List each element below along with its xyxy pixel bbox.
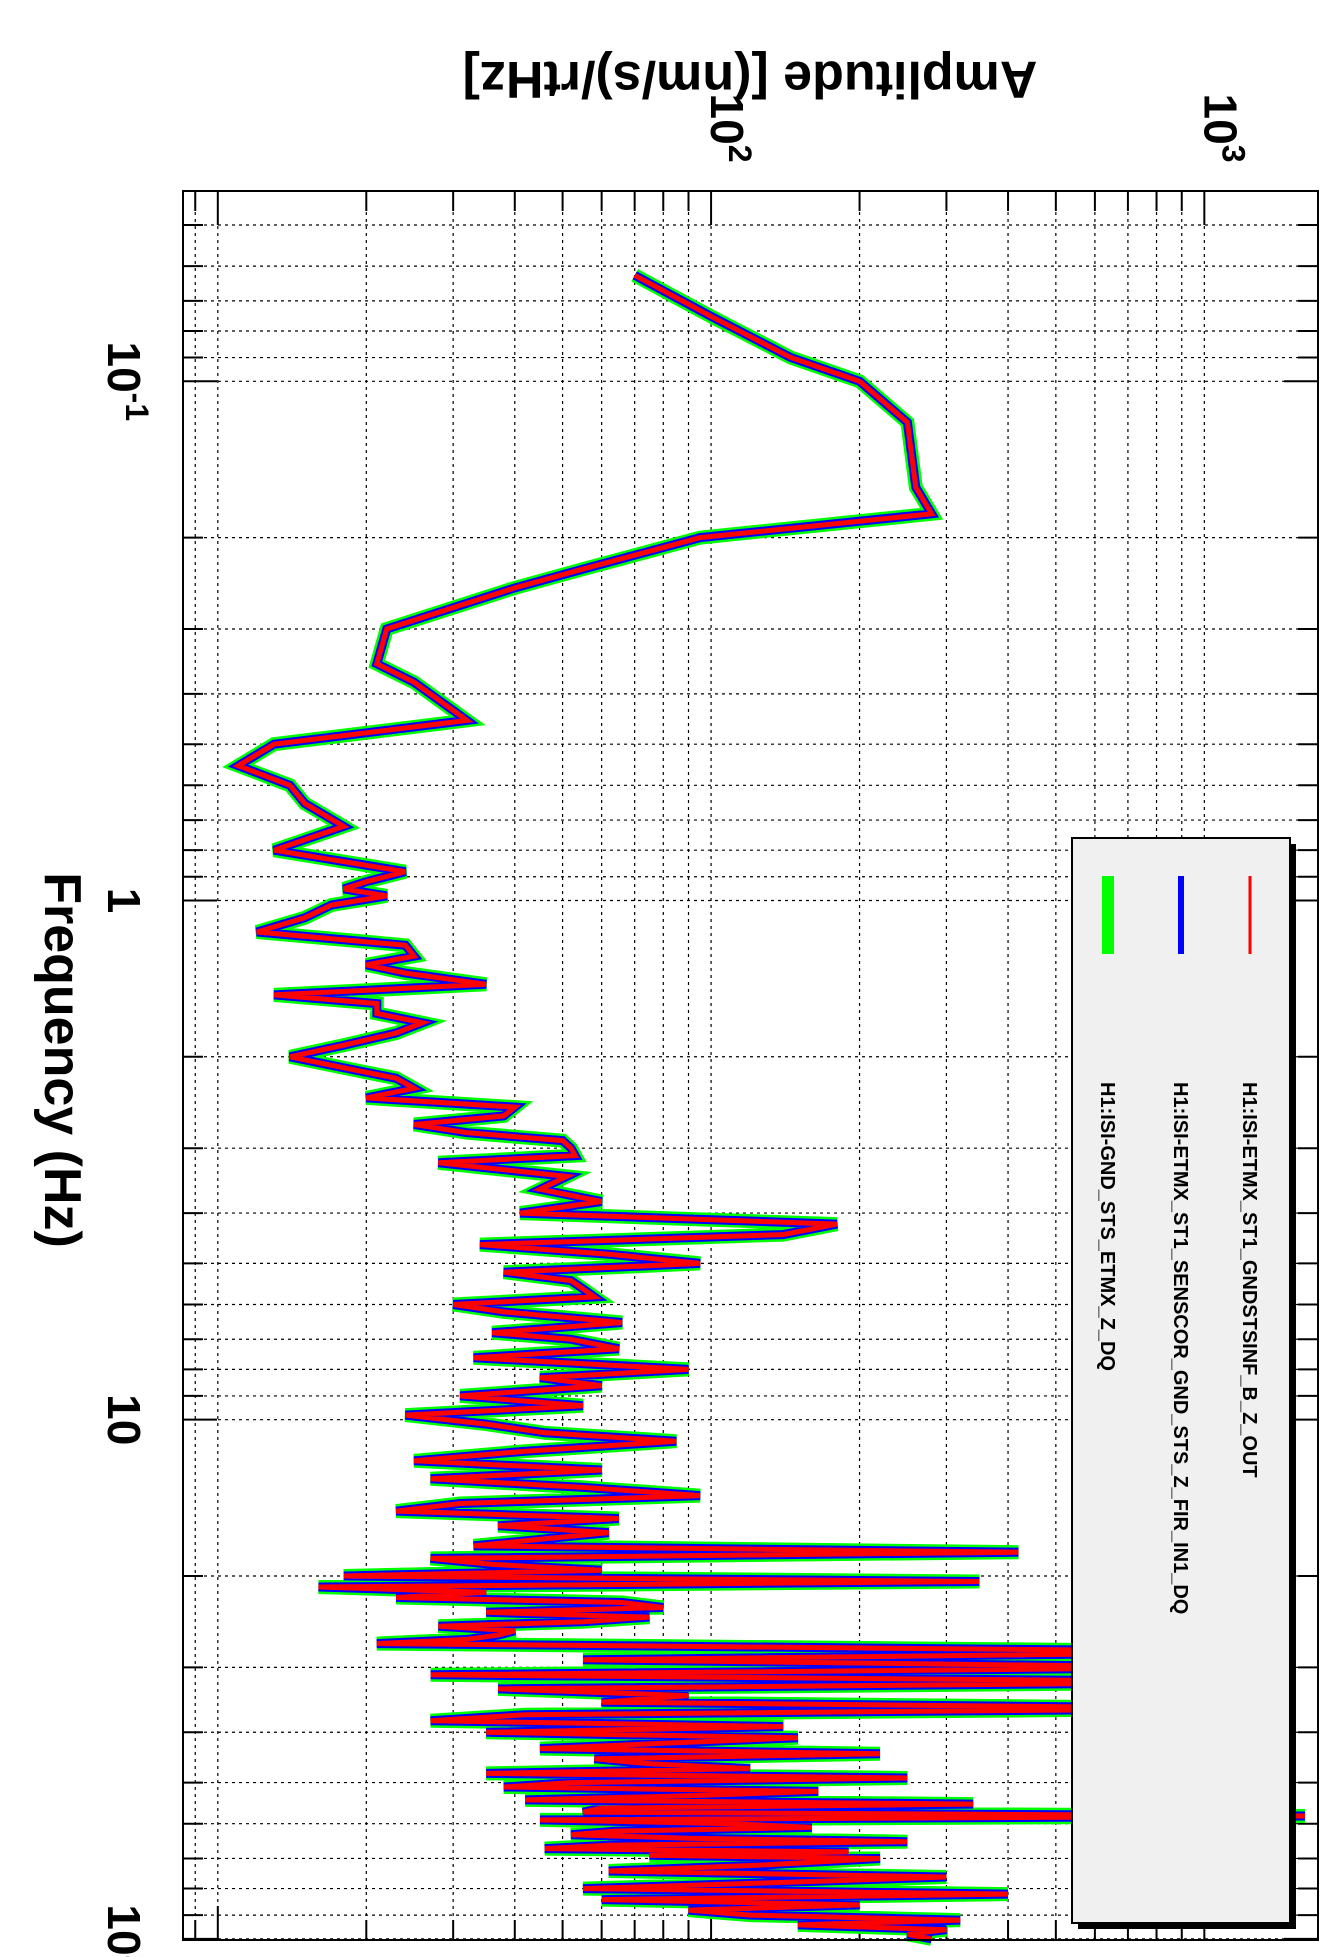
tick-labels: 10-1 1 10 102 102 103 bbox=[98, 94, 1251, 1957]
legend-label-1: H1:ISI-ETMX_ST1_GNDSTSINF_B_Z_OUT bbox=[1238, 1082, 1260, 1478]
y-tick-label: 102 bbox=[701, 94, 758, 163]
x-tick-label: 10-1 bbox=[98, 341, 155, 421]
x-axis-title: Frequency (Hz) bbox=[33, 872, 91, 1248]
legend-box bbox=[1071, 837, 1291, 1924]
legend: H1:ISI-ETMX_ST1_GNDSTSINF_B_Z_OUT H1:ISI-… bbox=[1071, 837, 1296, 1929]
x-tick-label: 10 bbox=[98, 1394, 150, 1445]
legend-label-3: H1:ISI-GND_STS_ETMX_Z_DQ bbox=[1096, 1082, 1118, 1371]
plot-frame bbox=[182, 190, 1319, 1941]
series-lines bbox=[222, 269, 1306, 1946]
x-tick-label: 102 bbox=[98, 1904, 155, 1957]
y-tick-label: 103 bbox=[1194, 94, 1251, 163]
x-tick-label: 1 bbox=[98, 888, 150, 914]
series-line-1 bbox=[232, 273, 1306, 1942]
y-axis-title: Amplitude [(nm/s)/rtHz] bbox=[463, 50, 1038, 108]
legend-label-2: H1:ISI-ETMX_ST1_SENSCOR_GND_STS_Z_FIR_IN… bbox=[1169, 1082, 1191, 1614]
